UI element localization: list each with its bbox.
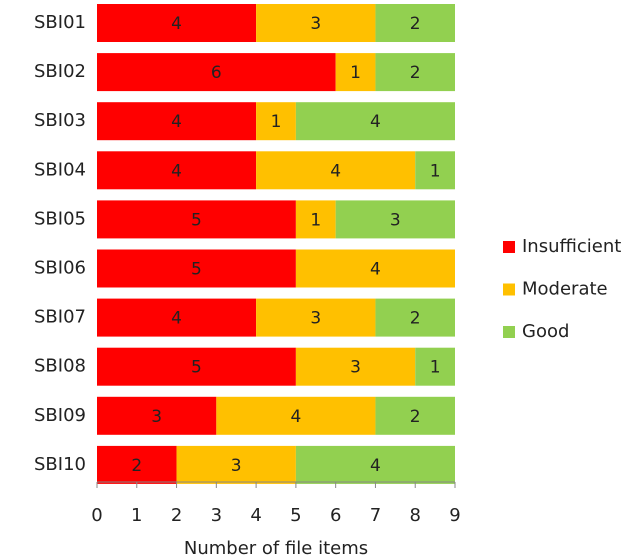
data-label: 1 (310, 210, 321, 230)
legend-swatch (503, 326, 515, 338)
legend-label: Moderate (522, 279, 608, 300)
bar-segment (97, 200, 296, 239)
data-label: 4 (290, 407, 301, 427)
bar-segment (295, 249, 455, 288)
data-label: 4 (330, 161, 341, 181)
bar-segment (295, 445, 455, 484)
x-tick-label: 8 (409, 505, 420, 526)
data-label: 5 (191, 260, 202, 280)
bar-segment (256, 102, 296, 141)
data-label: 3 (151, 407, 162, 427)
bar-segment (256, 4, 376, 42)
bar-segment (295, 347, 416, 386)
x-tick-label: 1 (131, 505, 142, 526)
y-tick-label: SBI08 (34, 356, 86, 377)
data-label: 1 (271, 112, 282, 132)
bar-segment (375, 298, 455, 337)
legend-label: Insufficient (522, 236, 621, 257)
x-tick-label: 7 (370, 505, 381, 526)
bar-segment (375, 53, 455, 92)
data-label: 2 (131, 456, 142, 476)
y-tick-label: SBI03 (34, 110, 86, 131)
data-label: 4 (171, 309, 182, 329)
data-label: 3 (310, 14, 321, 34)
bar-segment (295, 102, 455, 141)
bar-segment (335, 200, 455, 239)
bar-segment (415, 347, 455, 386)
bar-segment (97, 396, 217, 435)
bar-segment (335, 53, 376, 92)
x-tick-label: 9 (449, 505, 460, 526)
bar-segment (176, 445, 296, 484)
data-label: 4 (370, 456, 381, 476)
bar-segment (97, 445, 177, 484)
bar-segment (256, 298, 376, 337)
legend-label: Good (522, 321, 569, 342)
data-label: 3 (390, 210, 401, 230)
data-label: 2 (410, 63, 421, 83)
data-label: 4 (370, 260, 381, 280)
y-tick-label: SBI05 (34, 208, 86, 229)
data-label: 1 (430, 358, 441, 378)
data-label: 2 (410, 407, 421, 427)
bar-segment (375, 396, 455, 435)
data-label: 3 (310, 309, 321, 329)
y-tick-label: SBI04 (34, 159, 86, 180)
data-label: 3 (231, 456, 242, 476)
bar-segment (256, 151, 416, 190)
legend-swatch (503, 241, 515, 253)
bar-segment (216, 396, 376, 435)
bar-segment (295, 200, 336, 239)
x-tick-label: 3 (211, 505, 222, 526)
bar-segment (97, 249, 296, 288)
bar-segment (97, 151, 257, 190)
bar-segment (97, 53, 336, 92)
data-label: 1 (430, 161, 441, 181)
data-label: 5 (191, 210, 202, 230)
data-label: 4 (171, 14, 182, 34)
legend-swatch (503, 283, 515, 296)
x-tick-label: 0 (91, 505, 102, 526)
x-tick-label: 5 (290, 505, 301, 526)
y-tick-label: SBI02 (34, 61, 86, 82)
x-tick-label: 6 (330, 505, 341, 526)
bar-segment (97, 4, 257, 42)
y-tick-label: SBI09 (34, 405, 86, 426)
data-label: 4 (171, 161, 182, 181)
x-tick-label: 2 (171, 505, 182, 526)
data-label: 6 (211, 63, 222, 83)
data-label: 4 (370, 112, 381, 132)
bar-segment (97, 102, 257, 141)
y-tick-label: SBI06 (34, 258, 86, 279)
bar-segment (97, 298, 257, 337)
data-label: 2 (410, 14, 421, 34)
data-label: 4 (171, 112, 182, 132)
bar-segment (97, 347, 296, 386)
y-tick-label: SBI10 (34, 454, 86, 475)
data-label: 1 (350, 63, 361, 83)
data-label: 3 (350, 358, 361, 378)
x-axis-title: Number of file items (184, 538, 368, 559)
x-tick-label: 4 (250, 505, 261, 526)
y-tick-label: SBI01 (34, 12, 86, 33)
data-label: 2 (410, 309, 421, 329)
y-tick-label: SBI07 (34, 307, 86, 328)
bar-segment (415, 151, 455, 190)
data-label: 5 (191, 358, 202, 378)
bar-segment (375, 4, 455, 42)
